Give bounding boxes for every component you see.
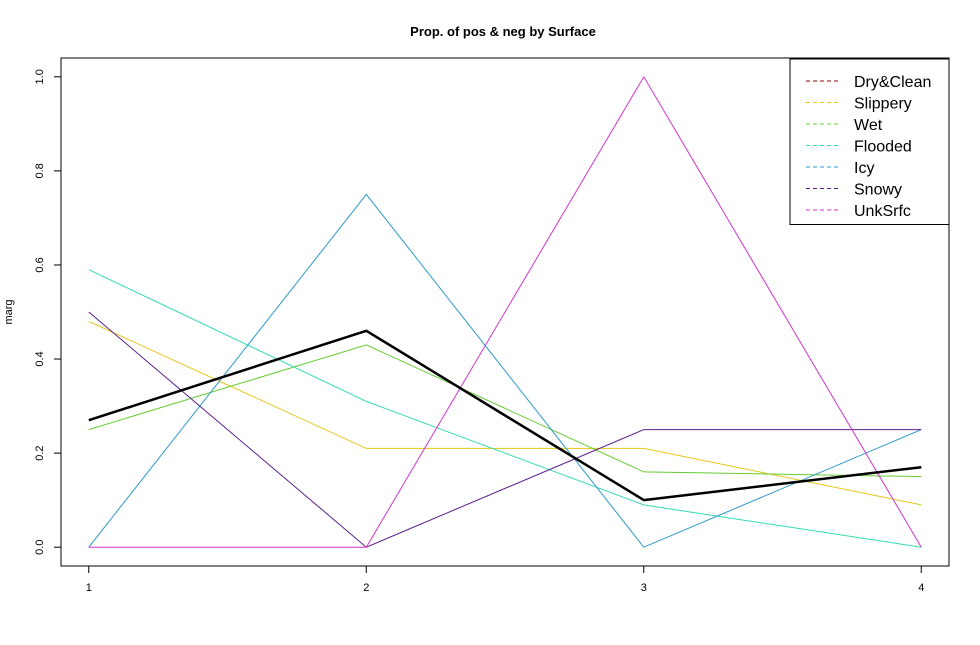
series-line-icy (88, 193, 922, 548)
chart-title: Prop. of pos & neg by Surface (410, 24, 596, 39)
y-tick-label: 0.6 (34, 257, 46, 272)
x-tick-label: 3 (641, 582, 647, 594)
series-line-slippery (88, 320, 922, 506)
overlay-line-bold (88, 329, 922, 502)
series-line-flooded (88, 269, 922, 548)
legend-label-wet: Wet (854, 117, 883, 134)
legend: Dry&Clean Slippery Wet Flooded Icy Snowy UnkSr… (789, 58, 950, 225)
x-tick-label: 1 (86, 582, 92, 594)
y-tick-label: 1.0 (34, 69, 46, 84)
x-tick-label: 4 (918, 582, 924, 594)
legend-label-dry-clean: Dry&Clean (854, 74, 931, 91)
series-line-unksrfc (88, 75, 922, 548)
x-tick-label: 2 (363, 582, 369, 594)
legend-label-slippery: Slippery (854, 96, 912, 113)
legend-label-unksrfc: UnkSrfc (854, 203, 911, 220)
legend-label-snowy: Snowy (854, 182, 902, 199)
y-tick-label: 0.0 (34, 540, 46, 555)
plot-marks (88, 75, 922, 548)
y-tick-label: 0.2 (34, 445, 46, 460)
y-tick-label: 0.4 (34, 351, 46, 366)
legend-label-icy: Icy (854, 160, 874, 177)
legend-label-flooded: Flooded (854, 139, 912, 156)
y-tick-label: 0.8 (34, 163, 46, 178)
series-line-snowy (88, 311, 922, 548)
series-line-wet (88, 344, 922, 478)
legend-box (789, 58, 950, 225)
axes: 1 2 3 4 0.0 0.2 0.4 0.6 0.8 1.0 (34, 69, 924, 594)
y-axis-label: marg (3, 299, 15, 324)
